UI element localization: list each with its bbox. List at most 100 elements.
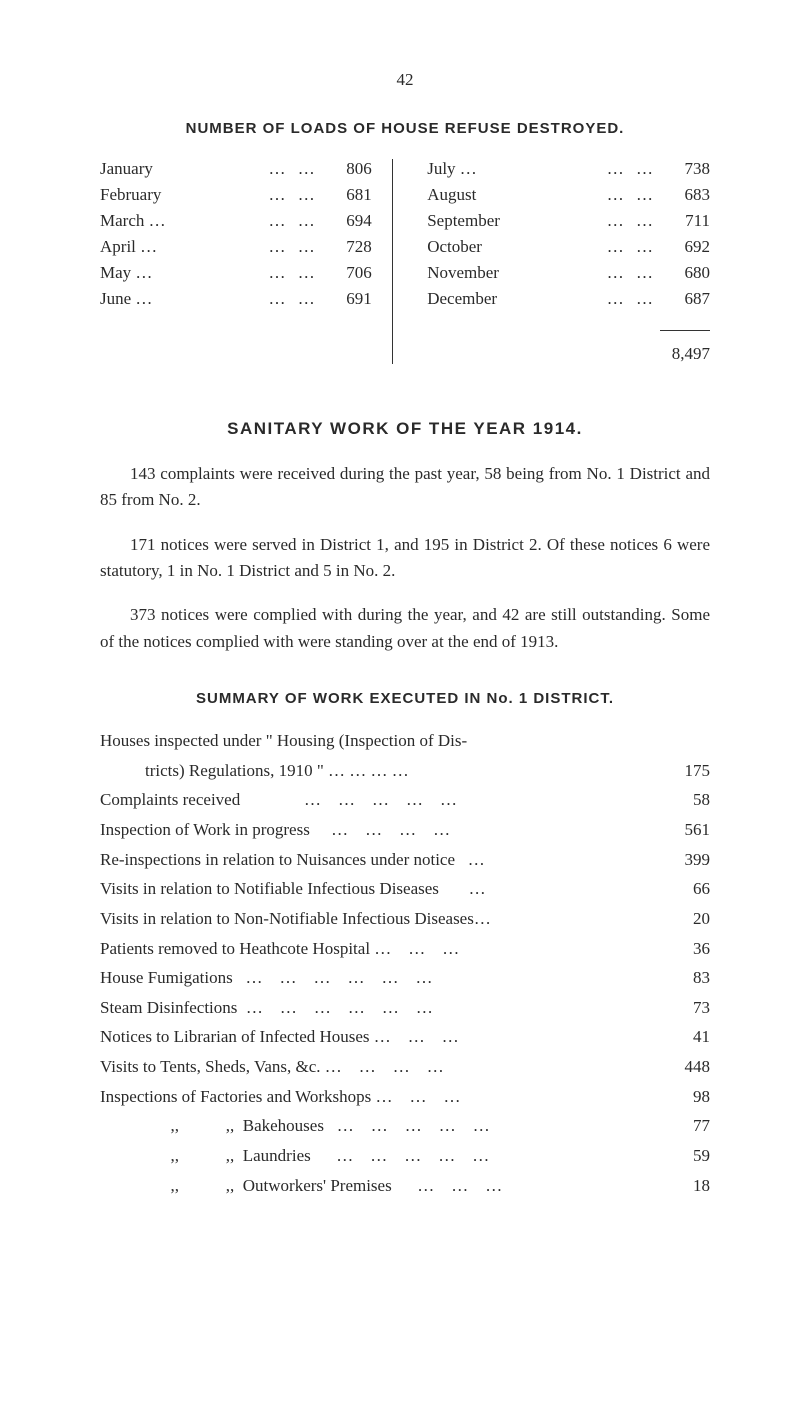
summary-value: 20	[660, 907, 710, 932]
refuse-dots: … …	[607, 159, 657, 179]
summary-label: Visits in relation to Notifiable Infecti…	[100, 877, 660, 902]
refuse-row: December … … 687	[427, 289, 710, 309]
refuse-dots: … …	[607, 289, 657, 309]
refuse-value: 683	[665, 185, 710, 205]
summary-item: Steam Disinfections … … … … … …73	[100, 996, 710, 1021]
summary-label: Notices to Librarian of Infected Houses …	[100, 1025, 660, 1050]
refuse-total: 8,497	[427, 324, 710, 364]
summary-value: 98	[660, 1085, 710, 1110]
summary-label: tricts) Regulations, 1910 " … … … …	[100, 759, 660, 784]
paragraph-2: 171 notices were served in District 1, a…	[100, 532, 710, 585]
summary-label: Steam Disinfections … … … … … …	[100, 996, 660, 1021]
summary-item: tricts) Regulations, 1910 " … … … …175	[100, 759, 710, 784]
refuse-row: March … … … 694	[100, 211, 372, 231]
refuse-month: March …	[100, 211, 261, 231]
summary-label: Patients removed to Heathcote Hospital ……	[100, 937, 660, 962]
refuse-month: November	[427, 263, 599, 283]
refuse-row: September … … 711	[427, 211, 710, 231]
refuse-dots: … …	[269, 159, 319, 179]
refuse-month: December	[427, 289, 599, 309]
summary-item: Inspections of Factories and Workshops ……	[100, 1085, 710, 1110]
refuse-row: May … … … 706	[100, 263, 372, 283]
summary-value: 59	[660, 1144, 710, 1169]
refuse-left-column: January … … 806 February … … 681 March ……	[100, 159, 393, 364]
summary-item: ,, ,, Bakehouses … … … … …77	[100, 1114, 710, 1139]
summary-item: Houses inspected under " Housing (Inspec…	[100, 729, 710, 754]
refuse-dots: … …	[269, 237, 319, 257]
summary-list: Houses inspected under " Housing (Inspec…	[100, 729, 710, 1198]
summary-item: ,, ,, Outworkers' Premises … … …18	[100, 1174, 710, 1199]
refuse-value: 680	[665, 263, 710, 283]
summary-label: Inspection of Work in progress … … … …	[100, 818, 660, 843]
refuse-month: October	[427, 237, 599, 257]
summary-item: Inspection of Work in progress … … … …56…	[100, 818, 710, 843]
refuse-month: April …	[100, 237, 261, 257]
refuse-value: 687	[665, 289, 710, 309]
refuse-dots: … …	[269, 289, 319, 309]
summary-value: 448	[660, 1055, 710, 1080]
summary-value: 175	[660, 759, 710, 784]
refuse-value: 681	[327, 185, 372, 205]
summary-item: Complaints received … … … … …58	[100, 788, 710, 813]
refuse-dots: … …	[607, 211, 657, 231]
refuse-row: February … … 681	[100, 185, 372, 205]
refuse-row: July … … … 738	[427, 159, 710, 179]
summary-label: Complaints received … … … … …	[100, 788, 660, 813]
refuse-dots: … …	[269, 211, 319, 231]
summary-label: Inspections of Factories and Workshops ……	[100, 1085, 660, 1110]
summary-label: Houses inspected under " Housing (Inspec…	[100, 729, 710, 754]
refuse-row: November … … 680	[427, 263, 710, 283]
summary-label: House Fumigations … … … … … …	[100, 966, 660, 991]
refuse-month: July …	[427, 159, 599, 179]
summary-value: 399	[660, 848, 710, 873]
refuse-value: 694	[327, 211, 372, 231]
summary-value: 18	[660, 1174, 710, 1199]
summary-label: Visits to Tents, Sheds, Vans, &c. … … … …	[100, 1055, 660, 1080]
refuse-value: 691	[327, 289, 372, 309]
refuse-dots: … …	[607, 237, 657, 257]
refuse-value: 692	[665, 237, 710, 257]
refuse-month: January	[100, 159, 261, 179]
refuse-row: April … … … 728	[100, 237, 372, 257]
summary-item: House Fumigations … … … … … …83	[100, 966, 710, 991]
refuse-month: May …	[100, 263, 261, 283]
refuse-row: June … … … 691	[100, 289, 372, 309]
refuse-row: October … … 692	[427, 237, 710, 257]
paragraph-1: 143 complaints were received during the …	[100, 461, 710, 514]
summary-value: 66	[660, 877, 710, 902]
summary-value: 73	[660, 996, 710, 1021]
summary-value: 58	[660, 788, 710, 813]
sanitary-heading: SANITARY WORK OF THE YEAR 1914.	[100, 419, 710, 439]
summary-value: 36	[660, 937, 710, 962]
refuse-month: June …	[100, 289, 261, 309]
summary-label: ,, ,, Outworkers' Premises … … …	[100, 1174, 660, 1199]
refuse-total-value: 8,497	[672, 344, 710, 363]
refuse-value: 738	[665, 159, 710, 179]
refuse-month: February	[100, 185, 261, 205]
refuse-value: 806	[327, 159, 372, 179]
summary-value: 77	[660, 1114, 710, 1139]
summary-item: Visits in relation to Notifiable Infecti…	[100, 877, 710, 902]
refuse-value: 728	[327, 237, 372, 257]
refuse-month: August	[427, 185, 599, 205]
summary-label: Visits in relation to Non-Notifiable Inf…	[100, 907, 660, 932]
summary-item: Notices to Librarian of Infected Houses …	[100, 1025, 710, 1050]
refuse-dots: … …	[269, 263, 319, 283]
refuse-right-column: July … … … 738 August … … 683 September …	[417, 159, 710, 364]
refuse-table: January … … 806 February … … 681 March ……	[100, 159, 710, 364]
summary-item: Visits to Tents, Sheds, Vans, &c. … … … …	[100, 1055, 710, 1080]
refuse-section-title: NUMBER OF LOADS OF HOUSE REFUSE DESTROYE…	[100, 120, 710, 137]
summary-item: Re-inspections in relation to Nuisances …	[100, 848, 710, 873]
refuse-row: August … … 683	[427, 185, 710, 205]
summary-label: ,, ,, Laundries … … … … …	[100, 1144, 660, 1169]
summary-item: Visits in relation to Non-Notifiable Inf…	[100, 907, 710, 932]
refuse-value: 706	[327, 263, 372, 283]
summary-label: ,, ,, Bakehouses … … … … …	[100, 1114, 660, 1139]
refuse-dots: … …	[269, 185, 319, 205]
summary-label: Re-inspections in relation to Nuisances …	[100, 848, 660, 873]
summary-value: 41	[660, 1025, 710, 1050]
refuse-dots: … …	[607, 263, 657, 283]
page-number: 42	[100, 70, 710, 90]
summary-title: SUMMARY OF WORK EXECUTED IN No. 1 DISTRI…	[100, 690, 710, 707]
summary-value: 561	[660, 818, 710, 843]
